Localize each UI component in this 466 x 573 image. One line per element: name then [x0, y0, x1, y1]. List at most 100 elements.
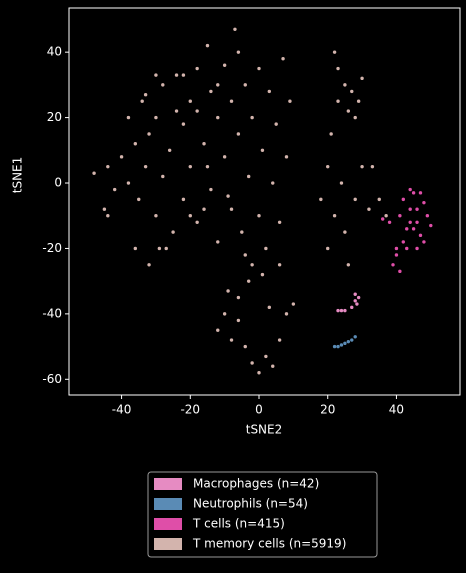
x-axis-label: tSNE2: [246, 423, 283, 437]
point: [202, 207, 206, 211]
point: [405, 246, 409, 251]
point: [394, 253, 399, 257]
point: [350, 338, 354, 342]
point: [267, 305, 272, 310]
legend-label: Neutrophils (n=54): [193, 497, 308, 511]
legend-label: T memory cells (n=5919): [192, 537, 346, 551]
point: [260, 148, 265, 153]
point: [174, 73, 179, 77]
x-tick-label: -20: [180, 403, 200, 417]
point: [181, 197, 186, 202]
point: [277, 263, 282, 267]
point: [343, 230, 347, 234]
point: [326, 246, 330, 251]
point: [360, 164, 364, 169]
point: [422, 240, 426, 244]
legend-label: T cells (n=415): [192, 517, 285, 531]
legend-swatch: [154, 478, 182, 490]
point: [147, 263, 151, 267]
point: [411, 227, 416, 231]
point: [411, 191, 416, 195]
point: [222, 63, 227, 67]
point: [329, 132, 333, 136]
point: [164, 246, 168, 251]
point: [343, 83, 347, 87]
point: [418, 191, 423, 195]
point: [260, 272, 265, 277]
y-axis-label: tSNE1: [11, 157, 25, 194]
point: [174, 109, 179, 113]
point: [284, 155, 289, 159]
point: [274, 122, 278, 126]
point: [246, 279, 251, 283]
point: [202, 142, 206, 146]
point: [277, 338, 282, 342]
point: [353, 299, 357, 303]
point: [336, 99, 340, 103]
y-tick-label: 40: [47, 45, 62, 59]
point: [157, 246, 162, 251]
point: [339, 308, 344, 313]
point: [126, 181, 131, 185]
point: [415, 246, 419, 251]
point: [353, 335, 357, 339]
point: [226, 289, 230, 293]
legend-frame: [147, 471, 378, 558]
point: [229, 207, 234, 211]
point: [271, 364, 275, 368]
point: [332, 214, 337, 218]
point: [291, 302, 296, 306]
point: [422, 200, 426, 205]
point: [246, 174, 251, 179]
point: [133, 246, 138, 251]
point: [370, 164, 375, 169]
point: [154, 214, 158, 218]
point: [429, 223, 433, 228]
plot-frame: [68, 7, 461, 396]
y-tick-label: -20: [42, 241, 62, 255]
x-tick-label: 40: [389, 403, 404, 417]
point: [336, 66, 340, 71]
point: [356, 295, 361, 300]
point: [394, 246, 399, 251]
point: [233, 27, 237, 31]
point: [143, 164, 148, 169]
legend-swatch: [154, 518, 182, 530]
point: [257, 66, 261, 71]
point: [243, 344, 247, 349]
y-tick-label: 0: [54, 176, 62, 190]
point: [188, 99, 192, 103]
point: [188, 164, 192, 169]
point: [209, 187, 213, 192]
point: [350, 89, 354, 94]
point: [353, 197, 357, 202]
point: [205, 164, 210, 169]
point: [326, 164, 330, 169]
point: [161, 83, 165, 87]
point: [106, 164, 110, 169]
point: [106, 214, 110, 218]
point: [425, 214, 430, 218]
point: [336, 308, 340, 313]
point: [346, 109, 351, 113]
point: [133, 142, 138, 146]
point: [222, 155, 227, 159]
point: [195, 109, 199, 113]
point: [350, 305, 354, 310]
legend-swatch: [154, 538, 182, 550]
point: [243, 83, 247, 87]
point: [332, 50, 337, 54]
point: [408, 187, 412, 192]
legend-swatch: [154, 498, 182, 510]
point: [119, 155, 124, 159]
y-tick-label: 20: [47, 110, 62, 124]
point: [415, 220, 419, 224]
point: [195, 66, 199, 71]
point: [332, 344, 337, 349]
point: [353, 115, 357, 120]
point: [188, 214, 192, 218]
point: [391, 263, 395, 267]
point: [229, 99, 234, 103]
point: [236, 318, 241, 323]
point: [167, 148, 172, 153]
